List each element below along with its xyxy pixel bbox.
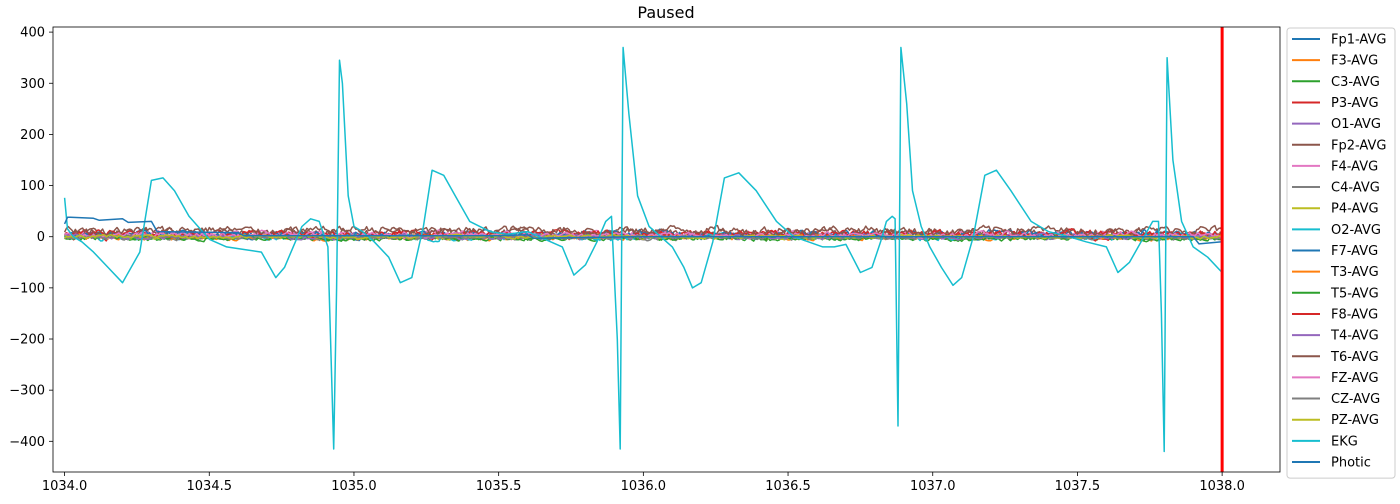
legend-label: P3-AVG	[1331, 96, 1379, 111]
legend-label: FZ-AVG	[1331, 371, 1379, 386]
legend-label: CZ-AVG	[1331, 392, 1380, 407]
x-tick-label: 1034.0	[42, 479, 88, 494]
legend-label: T3-AVG	[1330, 265, 1379, 280]
legend-label: F7-AVG	[1331, 244, 1378, 259]
legend-label: T5-AVG	[1330, 286, 1379, 301]
y-tick-label: −400	[9, 435, 45, 450]
legend-box	[1286, 27, 1396, 479]
legend-label: Photic	[1331, 456, 1371, 471]
legend-label: O2-AVG	[1331, 223, 1381, 238]
legend-label: F4-AVG	[1331, 159, 1378, 174]
legend-label: PZ-AVG	[1331, 413, 1379, 428]
y-tick-label: 100	[20, 179, 45, 194]
legend-label: C4-AVG	[1331, 181, 1380, 196]
x-tick-label: 1036.0	[621, 479, 667, 494]
y-tick-label: 0	[37, 230, 45, 245]
legend-label: T4-AVG	[1330, 329, 1379, 344]
plot-area	[63, 27, 1224, 472]
legend-label: Fp1-AVG	[1331, 33, 1386, 48]
legend: Fp1-AVG F3-AVG C3-AVG P3-AVG O1-AVG Fp2-AVG F4…	[1286, 27, 1396, 479]
series-lines	[63, 46, 1223, 453]
legend-label: P4-AVG	[1331, 202, 1379, 217]
y-tick-label: 200	[20, 128, 45, 143]
series-line-ekg	[63, 46, 1223, 453]
x-tick-label: 1035.5	[476, 479, 522, 494]
legend-label: T6-AVG	[1330, 350, 1379, 365]
x-tick-label: 1034.5	[187, 479, 233, 494]
y-tick-label: −100	[9, 281, 45, 296]
y-tick-label: −200	[9, 333, 45, 348]
legend-label: Fp2-AVG	[1331, 138, 1386, 153]
x-tick-label: 1037.0	[910, 479, 956, 494]
chart-title: Paused	[637, 3, 694, 22]
series-line-photic	[63, 216, 1223, 245]
axes: 1034.0 1034.5 1035.0 1035.5 1036.0 1036.5 1037…	[9, 26, 1281, 494]
legend-label: F8-AVG	[1331, 307, 1378, 322]
y-tick-label: 400	[20, 26, 45, 41]
legend-label: C3-AVG	[1331, 75, 1380, 90]
x-tick-label: 1036.5	[765, 479, 811, 494]
x-tick-label: 1038.0	[1199, 479, 1245, 494]
x-tick-label: 1035.0	[331, 479, 377, 494]
y-tick-label: 300	[20, 77, 45, 92]
plot-frame	[52, 26, 1281, 473]
legend-label: EKG	[1331, 434, 1358, 449]
series-line-t6-avg	[63, 224, 1223, 238]
y-tick-label: −300	[9, 384, 45, 399]
legend-label: F3-AVG	[1331, 54, 1378, 69]
legend-label: O1-AVG	[1331, 117, 1381, 132]
x-tick-label: 1037.5	[1055, 479, 1101, 494]
